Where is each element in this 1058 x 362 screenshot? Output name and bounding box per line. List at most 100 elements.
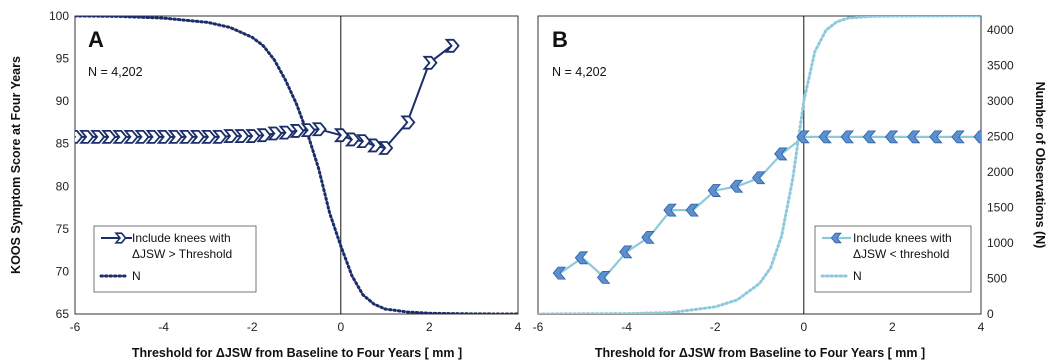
panel-b-x-tick-label: -2 xyxy=(710,320,721,334)
panel-b-y-tick-label: 2000 xyxy=(987,165,1014,179)
panel-a-data-point xyxy=(333,128,349,143)
panel-a-annotation: N = 4,202 xyxy=(88,65,143,79)
panel-b-y-ticks: 0 500 1000 1500 2000 2500 3000 3500 4000 xyxy=(987,23,1014,321)
panel-a-data-point xyxy=(278,125,294,140)
panel-a-data-point xyxy=(101,130,117,144)
panel-a-data-point xyxy=(344,132,361,147)
panel-a-data-point xyxy=(422,55,438,70)
panel-a-data-point xyxy=(145,130,161,144)
panel-a-data-point xyxy=(212,130,228,144)
panel-a-data-point xyxy=(400,115,416,130)
panel-b-legend-label-line2: ΔJSW < threshold xyxy=(853,247,949,261)
panel-b-data-point xyxy=(774,147,788,161)
panel-a-data-point xyxy=(223,129,239,143)
panel-a-y-tick-label: 90 xyxy=(56,94,70,108)
panel-a-y-axis-title: KOOS Symptom Score at Four Years xyxy=(9,56,23,274)
panel-b-data-point xyxy=(685,203,699,217)
panel-a-data-point xyxy=(267,126,283,141)
panel-b-legend-box xyxy=(814,225,972,293)
panel-a-letter: A xyxy=(88,27,104,52)
panel-b-data-point xyxy=(552,266,567,280)
panel-b-data-point xyxy=(884,130,899,144)
panel-a-data-point xyxy=(256,128,272,143)
panel-a-x-tick-label: 0 xyxy=(337,320,344,334)
panel-a-data-point xyxy=(156,130,172,144)
panel-a-data-point xyxy=(112,130,128,144)
panel-b-data-point xyxy=(663,203,677,217)
panel-a-legend-label-line2: ΔJSW > Threshold xyxy=(132,247,232,261)
panel-a-n-curve xyxy=(75,16,518,314)
panel-b-data-point xyxy=(707,184,722,197)
panel-b-y-tick-label: 1000 xyxy=(987,236,1014,250)
panel-b-legend-label-line1: Include knees with xyxy=(853,231,952,245)
panel-a-data-point xyxy=(178,130,194,144)
panel-b-data-point xyxy=(574,251,589,265)
panel-b-y-tick-label: 0 xyxy=(987,307,994,321)
panel-b-y-axis-title: Number of Observations (N) xyxy=(1033,82,1047,249)
panel-a-legend-n-label: N xyxy=(132,269,141,283)
panel-a-y-tick-label: 95 xyxy=(56,52,70,66)
panel-a-data-point xyxy=(200,130,217,144)
panel-b-x-tick-label: -6 xyxy=(533,320,544,334)
panel-a-x-tick-label: -6 xyxy=(70,320,81,334)
panel-b-letter: B xyxy=(552,27,568,52)
panel-b-data-point xyxy=(929,130,943,144)
panel-b-annotation: N = 4,202 xyxy=(552,65,607,79)
panel-b-data-point xyxy=(641,230,655,244)
panel-a-data-point xyxy=(234,129,250,143)
panel-b-legend-marker xyxy=(830,232,842,244)
panel-a-data-point xyxy=(367,138,383,153)
panel-a-data-point xyxy=(134,130,150,144)
panel-b-legend: Include knees with ΔJSW < threshold N xyxy=(814,225,972,293)
panel-b-data-point xyxy=(951,130,965,144)
panel-a-y-tick-label: 85 xyxy=(56,137,70,151)
panel-b-y-tick-label: 3000 xyxy=(987,94,1014,108)
panel-b-chart: 0 500 1000 1500 2000 2500 3000 3500 4000 -6 -4 -2 0… xyxy=(533,15,1014,334)
panel-b-x-tick-label: 2 xyxy=(889,320,896,334)
panel-a-data-point xyxy=(245,129,261,143)
panel-b-data-point xyxy=(596,270,611,284)
panel-a-data-point xyxy=(167,130,183,144)
panel-a-x-axis-title: Threshold for ΔJSW from Baseline to Four… xyxy=(132,346,462,360)
panel-a-y-tick-label: 80 xyxy=(56,179,70,193)
panel-b-x-tick-label: 0 xyxy=(800,320,807,334)
panel-b-y-tick-label: 3500 xyxy=(987,59,1014,73)
panel-a-data-point xyxy=(123,130,139,144)
panel-a-data-point xyxy=(75,130,84,144)
panel-b-data-point xyxy=(751,171,766,185)
panel-b-data-point xyxy=(840,130,854,144)
panel-a-legend: Include knees with ΔJSW > Threshold N xyxy=(93,225,257,293)
panel-a-x-tick-label: 2 xyxy=(426,320,433,334)
panel-b-legend-n-label: N xyxy=(853,269,862,283)
panel-a-x-tick-label: -2 xyxy=(247,320,258,334)
panel-b-x-tick-label: -4 xyxy=(621,320,632,334)
panel-a-data-point xyxy=(444,38,460,53)
panel-a-data-point xyxy=(311,122,327,137)
panel-b-y-tick-label: 500 xyxy=(987,272,1007,286)
panel-a-x-tick-label: 4 xyxy=(515,320,522,334)
panel-b-data-point xyxy=(818,130,832,144)
panel-b-x-axis-title: Threshold for ΔJSW from Baseline to Four… xyxy=(595,346,925,360)
panel-a-legend-marker xyxy=(114,232,127,244)
panel-b-x-ticks: -6 -4 -2 0 2 4 xyxy=(533,320,985,334)
panel-b-y-tick-label: 4000 xyxy=(987,23,1014,37)
panel-b-data-point xyxy=(862,130,877,144)
panel-a-y-tick-label: 70 xyxy=(56,264,70,278)
panel-b-data-point xyxy=(619,245,633,259)
panel-a-y-tick-label: 65 xyxy=(56,307,70,321)
panel-b-x-tick-label: 4 xyxy=(978,320,985,334)
panel-a-legend-label-line1: Include knees with xyxy=(132,231,231,245)
panel-a-data-point xyxy=(189,130,205,144)
panel-b-data-point xyxy=(796,130,810,144)
panel-b-data-point xyxy=(973,130,981,144)
panel-b-y-tick-label: 2500 xyxy=(987,130,1014,144)
panel-a-x-tick-label: -4 xyxy=(158,320,169,334)
panel-b-data-point xyxy=(729,179,744,193)
panel-a-y-ticks: 65 70 75 80 85 90 95 100 xyxy=(49,9,69,321)
panel-b-markers xyxy=(552,130,981,284)
panel-a-data-point xyxy=(300,123,316,137)
panel-a-x-ticks: -6 -4 -2 0 2 4 xyxy=(70,320,522,334)
panel-a-y-tick-label: 75 xyxy=(56,222,70,236)
